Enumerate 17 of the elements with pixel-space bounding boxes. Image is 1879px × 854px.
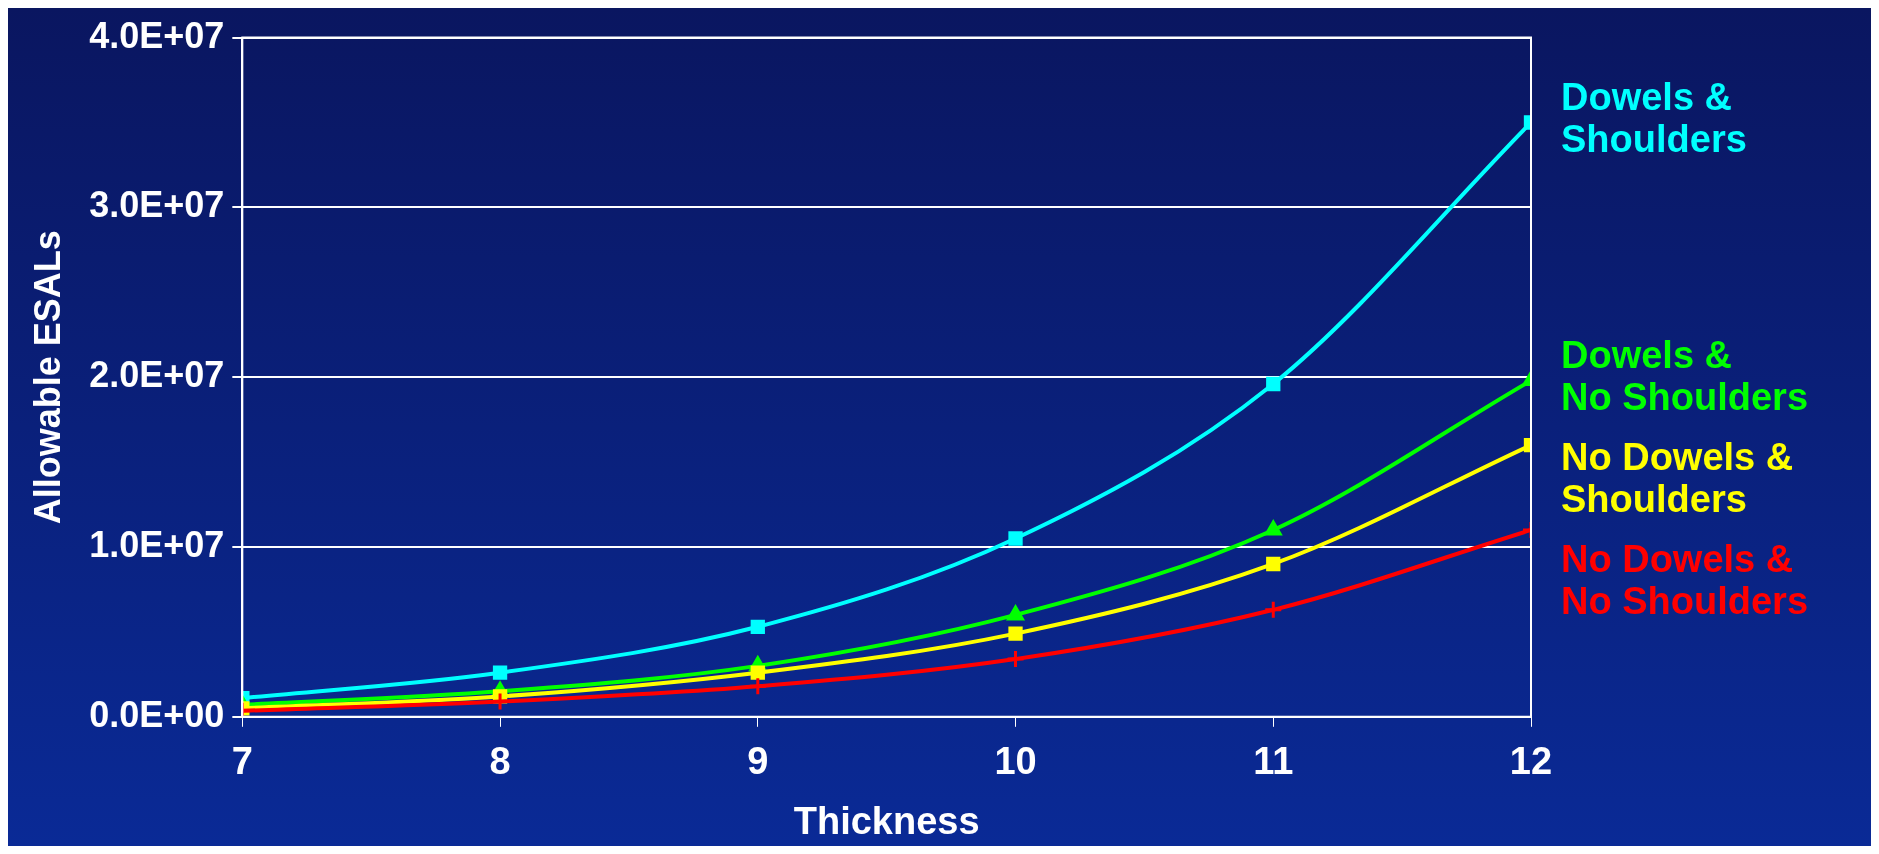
x-tick-label: 8 xyxy=(489,740,511,783)
series-label: Dowels & No Shoulders xyxy=(1561,334,1809,419)
series-label: No Dowels & Shoulders xyxy=(1561,436,1794,521)
y-tick-label: 2.0E+07 xyxy=(89,354,225,396)
x-tick-label: 11 xyxy=(1253,740,1294,783)
series-label: Dowels & Shoulders xyxy=(1561,75,1747,160)
x-tick-label: 10 xyxy=(994,740,1037,783)
y-tick-label: 0.0E+00 xyxy=(89,693,225,735)
series-label: No Dowels & No Shoulders xyxy=(1561,538,1809,623)
x-tick-label: 7 xyxy=(231,740,253,783)
y-tick-label: 3.0E+07 xyxy=(89,184,225,226)
y-axis-title: Allowable ESALs xyxy=(26,230,68,525)
y-tick-label: 1.0E+07 xyxy=(89,523,225,565)
y-tick-label: 4.0E+07 xyxy=(89,14,225,56)
x-axis-title: Thickness xyxy=(793,799,980,842)
x-tick-label: 12 xyxy=(1509,740,1553,783)
x-tick-label: 9 xyxy=(747,740,769,783)
